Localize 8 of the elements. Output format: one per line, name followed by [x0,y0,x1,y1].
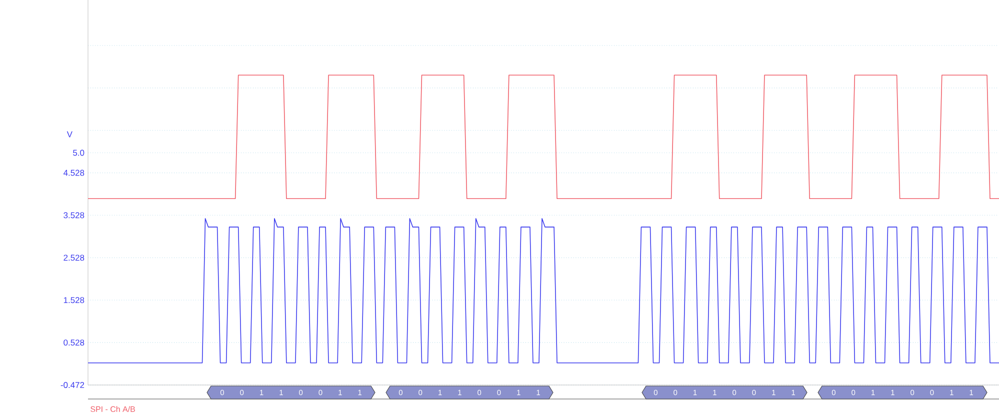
y-tick-label: 4.528 [63,170,84,176]
y-tick-label: 5.0 [73,150,84,156]
y-tick-label: 1.528 [64,297,84,304]
y-tick-label: -0.472 [60,382,84,388]
y-tick-label: 0.528 [64,340,84,346]
y-tick-label: 3.528 [64,212,84,218]
y-axis-title: V [66,131,72,138]
y-tick-label: 2.528 [64,254,84,261]
